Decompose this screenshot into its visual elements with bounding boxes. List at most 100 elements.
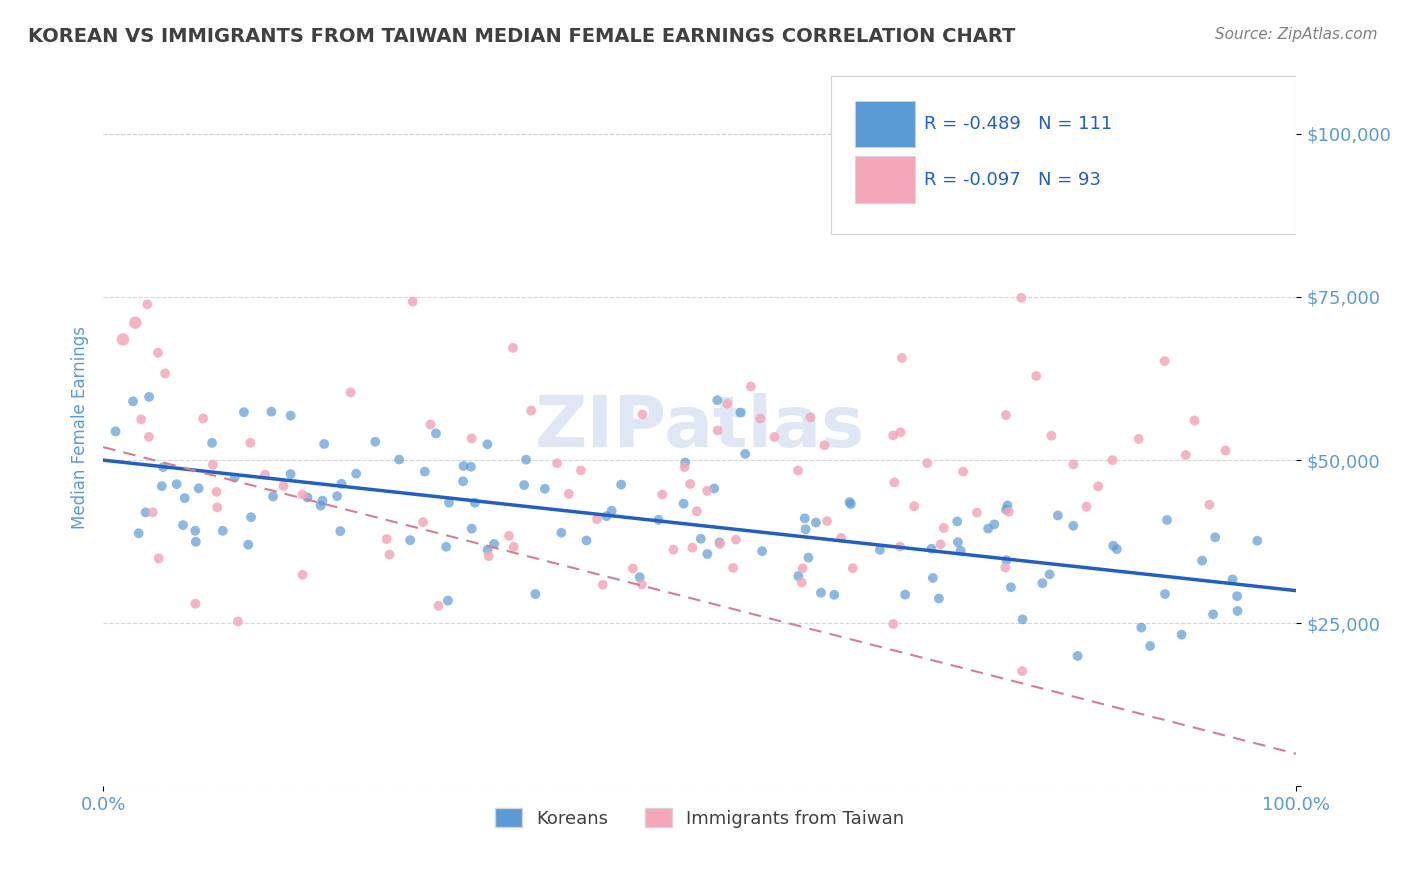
Point [184,597,207,611]
Point [997,499,1019,513]
Point [628,570,651,584]
Point [946,535,969,549]
Point [427,599,450,613]
Point [1215,443,1237,458]
Point [378,548,401,562]
Point [184,524,207,538]
Text: ZIPatlas: ZIPatlas [534,393,865,462]
Point [138,430,160,444]
Point [262,490,284,504]
Point [128,526,150,541]
Point [1202,607,1225,622]
Text: R = -0.097   N = 93: R = -0.097 N = 93 [924,170,1101,189]
Point [1191,553,1213,567]
Point [1046,508,1069,523]
Point [932,521,955,535]
Point [513,478,536,492]
Point [173,491,195,505]
Point [800,410,823,425]
Point [949,543,972,558]
Point [191,411,214,425]
Point [569,463,592,477]
Point [1039,567,1062,582]
Point [810,585,832,599]
Point [922,571,945,585]
Point [150,479,173,493]
Point [595,509,617,524]
Point [1170,628,1192,642]
Point [273,479,295,493]
Point [672,497,695,511]
Point [232,405,254,419]
Point [399,533,422,548]
Point [696,547,718,561]
Point [240,510,263,524]
Point [122,394,145,409]
Point [558,487,581,501]
Point [679,476,702,491]
Point [983,517,1005,532]
Point [460,459,482,474]
Point [1198,498,1220,512]
Point [253,467,276,482]
Point [280,467,302,482]
Point [1153,354,1175,368]
Point [706,424,728,438]
Point [696,483,718,498]
Point [280,409,302,423]
Point [153,367,176,381]
Point [734,447,756,461]
Point [291,487,314,501]
Point [994,408,1017,422]
Point [412,515,434,529]
Point [647,513,669,527]
Point [823,588,845,602]
Point [1184,413,1206,427]
Point [894,588,917,602]
Point [751,544,773,558]
Point [716,397,738,411]
Point [804,516,827,530]
Point [329,524,352,538]
Text: KOREAN VS IMMIGRANTS FROM TAIWAN MEDIAN FEMALE EARNINGS CORRELATION CHART: KOREAN VS IMMIGRANTS FROM TAIWAN MEDIAN … [28,27,1015,45]
Point [1062,518,1084,533]
Point [498,529,520,543]
Point [995,502,1018,516]
Point [1204,530,1226,544]
Point [1139,639,1161,653]
Point [138,390,160,404]
Point [915,456,938,470]
Point [889,425,911,440]
Point [375,532,398,546]
Point [903,499,925,513]
Point [838,495,860,509]
Point [330,476,353,491]
Point [1246,533,1268,548]
Point [1154,587,1177,601]
Point [1010,291,1032,305]
Point [502,341,524,355]
Point [730,405,752,419]
Point [1066,648,1088,663]
Point [792,561,814,575]
Point [586,512,609,526]
Point [662,542,685,557]
Point [749,411,772,425]
Point [681,541,703,555]
Point [550,525,572,540]
Point [461,522,484,536]
Point [184,534,207,549]
Point [610,477,633,491]
Point [921,541,943,556]
Text: R = -0.489   N = 111: R = -0.489 N = 111 [924,115,1112,133]
Point [706,393,728,408]
Point [889,540,911,554]
Point [839,497,862,511]
FancyBboxPatch shape [855,101,914,147]
Point [813,438,835,452]
Point [815,514,838,528]
Point [966,506,988,520]
Point [339,385,361,400]
Point [1226,589,1249,603]
Point [502,540,524,554]
